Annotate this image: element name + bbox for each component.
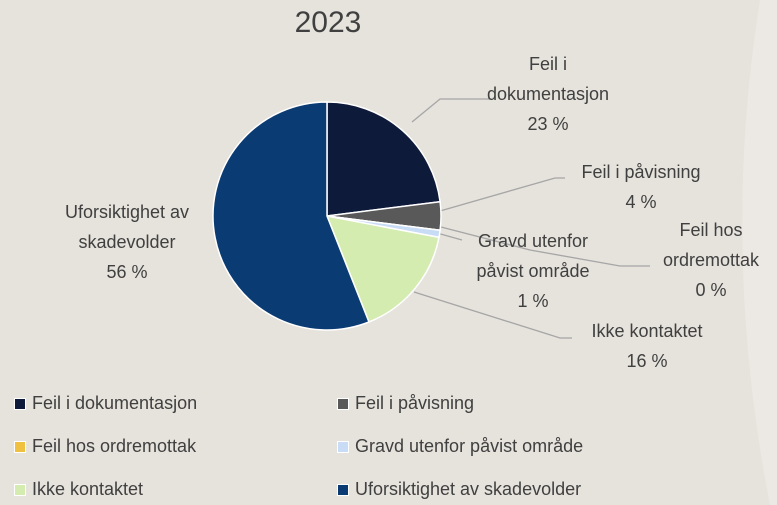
legend-swatch <box>337 397 349 410</box>
legend-swatch <box>14 483 26 496</box>
data-label: Feil i påvisning 4 % <box>556 157 726 217</box>
legend-item: Feil i dokumentasjon <box>14 393 197 414</box>
data-label-name: Feil i påvisning <box>581 162 701 182</box>
pie-slice <box>212 101 370 331</box>
pie-slice <box>326 101 441 217</box>
legend-swatch <box>14 440 26 453</box>
data-label-value: 56 % <box>106 262 148 282</box>
leader-line <box>436 232 463 241</box>
leader-line <box>440 226 650 267</box>
legend-label: Feil hos ordremottak <box>32 436 197 456</box>
legend-item: Feil i påvisning <box>337 393 474 414</box>
legend-label: Feil i dokumentasjon <box>32 393 198 413</box>
data-label-name: Gravd utenfor påvist område <box>476 231 590 281</box>
data-label: Gravd utenfor påvist område 1 % <box>463 226 603 316</box>
data-label: Ikke kontaktet 16 % <box>562 316 732 376</box>
legend-item: Uforsiktighet av skadevolder <box>337 479 581 500</box>
leader-line <box>413 291 572 339</box>
leader-line <box>439 177 565 212</box>
leader-lines <box>411 98 650 339</box>
legend-item: Feil hos ordremottak <box>14 436 196 457</box>
pie-slice <box>325 215 440 323</box>
data-label-name: Feil hos ordremottak <box>662 220 760 270</box>
data-label-name: Ikke kontaktet <box>591 321 703 341</box>
legend-label: Gravd utenfor påvist område <box>355 436 584 456</box>
data-label-value: 0 % <box>695 280 727 300</box>
legend-label: Ikke kontaktet <box>32 479 144 499</box>
legend-label: Feil i påvisning <box>355 393 475 413</box>
legend-item: Ikke kontaktet <box>14 479 143 500</box>
data-label: Feil i dokumentasjon 23 % <box>483 49 613 139</box>
data-label: Uforsiktighet av skadevolder 56 % <box>42 197 212 287</box>
leader-line <box>411 98 490 123</box>
data-label-name: Feil i dokumentasjon <box>486 54 610 104</box>
legend-swatch <box>337 440 349 453</box>
data-label-name: Uforsiktighet av skadevolder <box>64 202 190 252</box>
data-label: Feil hos ordremottak 0 % <box>661 215 761 305</box>
legend-item: Gravd utenfor påvist område <box>337 436 583 457</box>
chart-title: 2023 <box>294 6 362 39</box>
data-label-value: 16 % <box>626 351 668 371</box>
legend-label: Uforsiktighet av skadevolder <box>355 479 582 499</box>
background-curve <box>742 0 777 505</box>
data-label-value: 1 % <box>517 291 549 311</box>
data-label-value: 4 % <box>625 192 657 212</box>
legend-swatch <box>14 397 26 410</box>
data-label-value: 23 % <box>527 114 569 134</box>
legend-swatch <box>337 483 349 496</box>
